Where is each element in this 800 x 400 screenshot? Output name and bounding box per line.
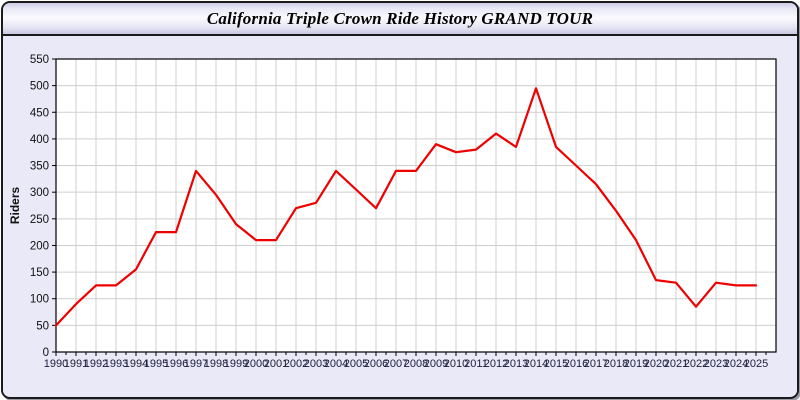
y-tick-label: 100 <box>30 294 49 306</box>
x-tick-label: 2001 <box>264 358 288 370</box>
y-axis-title: Riders <box>8 187 22 225</box>
x-tick-label: 2019 <box>624 358 648 370</box>
x-tick-label: 2018 <box>604 358 628 370</box>
riders-line-series <box>54 87 758 327</box>
y-tick-label: 400 <box>30 134 49 146</box>
y-tick-label: 0 <box>43 347 49 359</box>
x-tick-label: 1991 <box>64 358 88 370</box>
x-tick-label: 2015 <box>544 358 568 370</box>
x-tick-label: 2000 <box>244 358 268 370</box>
x-tick-label: 2004 <box>324 358 348 370</box>
x-tick-label: 1995 <box>144 358 168 370</box>
x-tick-label: 2023 <box>704 358 728 370</box>
y-tick-label: 300 <box>30 187 49 199</box>
x-tick-label: 2006 <box>364 358 388 370</box>
x-tick-label: 2010 <box>444 358 468 370</box>
y-tick-label: 450 <box>30 107 49 119</box>
ride-history-chart: 0501001502002503003504004505005501990199… <box>8 54 777 370</box>
y-tick-label: 50 <box>36 320 49 332</box>
x-tick-label: 2024 <box>724 358 748 370</box>
chart-panel: 0 50 100 150 200 250 300 350 400 450 500 550 1990 199… <box>3 36 797 395</box>
y-tick-label: 250 <box>30 214 49 226</box>
x-tick-label: 2025 <box>744 358 768 370</box>
x-tick-label: 2002 <box>284 358 308 370</box>
x-tick-label: 2007 <box>384 358 408 370</box>
y-tick-label: 350 <box>30 161 49 173</box>
x-tick-label: 2020 <box>644 358 668 370</box>
x-tick-label: 1992 <box>84 358 108 370</box>
x-tick-label: 1996 <box>164 358 188 370</box>
x-tick-label: 1993 <box>104 358 128 370</box>
x-tick-label: 2008 <box>404 358 428 370</box>
x-tick-label: 2012 <box>484 358 508 370</box>
x-tick-label: 1994 <box>124 358 148 370</box>
y-tick-label: 200 <box>30 240 49 252</box>
x-tick-label: 2011 <box>464 358 488 370</box>
title-bar: California Triple Crown Ride History GRA… <box>3 3 797 36</box>
x-tick-label: 1997 <box>184 358 208 370</box>
x-tick-label: 2003 <box>304 358 328 370</box>
x-tick-label: 2005 <box>344 358 368 370</box>
x-tick-label: 2016 <box>564 358 588 370</box>
y-tick-label: 550 <box>30 54 49 66</box>
x-tick-label: 2009 <box>424 358 448 370</box>
x-tick-label: 1990 <box>44 358 68 370</box>
x-tick-label: 2021 <box>664 358 688 370</box>
x-tick-label: 1999 <box>224 358 248 370</box>
y-tick-label: 500 <box>30 81 49 93</box>
x-tick-label: 2022 <box>684 358 708 370</box>
x-tick-label: 2014 <box>524 358 548 370</box>
x-tick-label: 1998 <box>204 358 228 370</box>
page-title: California Triple Crown Ride History GRA… <box>206 8 594 28</box>
x-tick-label: 2013 <box>504 358 528 370</box>
x-tick-label: 2017 <box>584 358 608 370</box>
y-tick-label: 150 <box>30 267 49 279</box>
